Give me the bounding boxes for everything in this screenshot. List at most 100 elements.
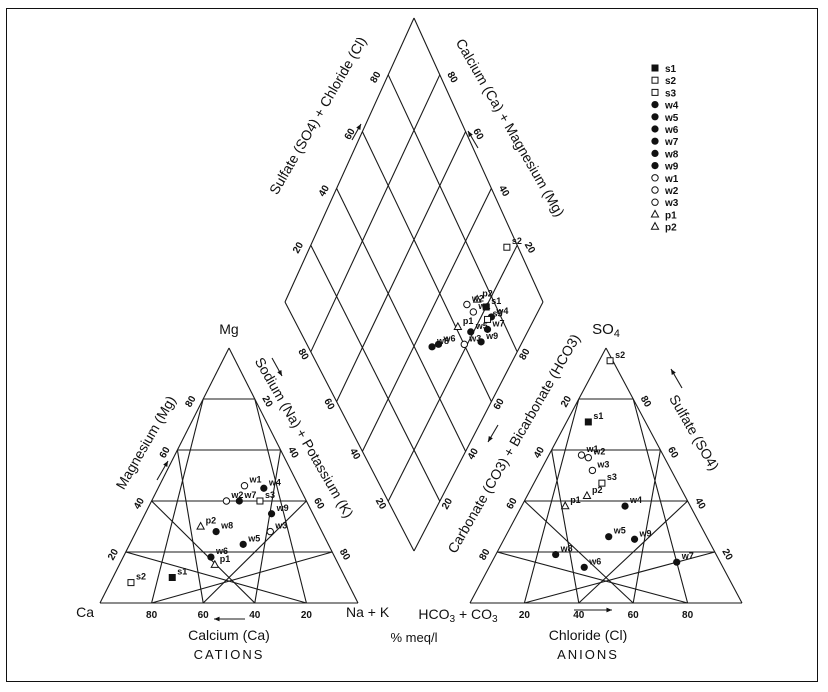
cation-right-label: Na + K: [346, 604, 390, 620]
diamond-point-w1: [469, 308, 478, 316]
anion-left-tick: 80: [477, 547, 492, 563]
diamond-point-w7: [483, 325, 492, 333]
anion-point-label-w7: w7: [681, 551, 694, 561]
anion-point-label-w9: w9: [639, 528, 652, 538]
anion-right-tick: 60: [665, 445, 680, 461]
anion-triangle-right-edge: [605, 347, 743, 604]
legend-marker-w6: [651, 125, 659, 133]
anion-point-w9: [630, 535, 639, 543]
diamond-point-label-s2: s2: [512, 236, 522, 246]
legend-marker-w2: [651, 186, 659, 194]
anion-point-label-w1: w1: [586, 444, 599, 454]
diamond-lower-right-tick: 20: [440, 496, 455, 512]
diamond-point-label-w3: w3: [468, 333, 481, 343]
cation-right-tick: 80: [337, 547, 352, 563]
anion-point-s3: [598, 479, 606, 487]
units-label: % meq/l: [391, 630, 438, 645]
diamond-point-w9: [477, 338, 485, 346]
legend-marker-p2: [650, 221, 660, 230]
legend-label-w8: w8: [664, 149, 679, 160]
diamond-grid-a-3: [361, 131, 492, 402]
cation-triangle-grid-b-1: [151, 551, 333, 604]
diamond-point-s3: [484, 315, 492, 323]
anion-axis-label: Chloride (Cl): [549, 627, 628, 643]
anion-left-tick: 20: [559, 394, 574, 410]
anions-label: ANIONS: [557, 647, 619, 662]
diamond-grid-b-3: [336, 131, 467, 402]
diamond-lower-left-tick: 80: [295, 347, 310, 363]
cation-right-tick: 40: [285, 445, 300, 461]
anion-point-w2: [584, 453, 593, 462]
chloride-direction-arrow-head: [606, 607, 612, 613]
legend-marker-p1: [650, 209, 660, 218]
diamond-point-label-w7: w7: [492, 318, 505, 328]
cation-point-w5: [239, 540, 247, 548]
cation-triangle-grid-b-4: [254, 398, 307, 604]
legend-label-w2: w2: [664, 186, 679, 197]
anion-right-tick: 80: [638, 394, 653, 410]
cation-axis-label: Calcium (Ca): [188, 627, 270, 643]
cation-point-label-w4: w4: [268, 477, 281, 487]
anion-point-w7: [673, 558, 681, 566]
magnesium-direction-arrow-head: [163, 461, 168, 467]
cation-triangle-grid-b-3: [254, 449, 282, 604]
cation-point-s1: [168, 574, 176, 581]
diamond-point-label-w8: w8: [436, 336, 449, 346]
anion-right-tick: 20: [719, 547, 734, 563]
cation-top-label: Mg: [219, 321, 238, 337]
diamond-point-label-w6: w6: [443, 333, 456, 343]
legend-marker-w8: [651, 149, 659, 157]
diamond-point-p1: [453, 321, 463, 330]
cation-base-tick: 20: [301, 610, 313, 621]
diamond-upper-left-tick: 80: [368, 70, 383, 86]
diamond-grid-b-4: [310, 74, 441, 353]
diamond-upper-left-label: Sulfate (SO4) + Chloride (Cl): [266, 34, 370, 197]
anion-triangle-grid-a-3: [524, 500, 634, 604]
cation-point-label-s2: s2: [136, 572, 146, 582]
anion-left-label: HCO3 + CO3: [418, 606, 498, 625]
cation-point-s2: [127, 579, 135, 587]
cation-point-label-w2: w2: [230, 490, 243, 500]
anion-point-label-w6: w6: [588, 556, 601, 566]
legend-marker-w9: [651, 162, 659, 170]
anion-point-p2: [582, 490, 592, 499]
cation-triangle-grid-a-2: [176, 449, 204, 604]
cation-left-tick: 60: [158, 445, 173, 461]
diamond-grid-a-4: [387, 74, 518, 353]
diamond-point-label-p2: p2: [482, 289, 493, 299]
anion-triangle-grid-b-3: [632, 449, 661, 604]
anion-point-label-s3: s3: [607, 472, 617, 482]
diamond-lower-left-tick: 20: [373, 496, 388, 512]
cation-point-label-w1: w1: [248, 475, 261, 485]
diamond-point-label-w2: w2: [471, 293, 484, 303]
cation-point-label-w7: w7: [243, 490, 256, 500]
anion-triangle-grid-a-4: [497, 551, 688, 604]
diamond-upper-right-tick: 40: [496, 184, 511, 200]
legend-marker-w5: [651, 113, 659, 121]
cation-point-label-w8: w8: [220, 521, 233, 531]
cation-point-w7: [235, 497, 243, 505]
anion-point-label-w4: w4: [629, 495, 642, 505]
sulfate-side-label: Sulfate (SO4): [666, 392, 722, 473]
anion-triangle-grid-b-4: [632, 398, 689, 604]
cation-point-label-s3: s3: [265, 490, 275, 500]
anion-point-label-w8: w8: [560, 544, 573, 554]
diamond-grid-b-2: [361, 188, 492, 452]
cation-left-tick: 40: [132, 496, 147, 512]
carbonate-direction-arrow-head: [488, 436, 493, 442]
anion-point-w5: [605, 533, 613, 541]
diamond-point-label-w1: w1: [477, 301, 490, 311]
anion-point-label-w5: w5: [613, 526, 626, 536]
anion-point-label-p2: p2: [592, 485, 603, 495]
anion-point-s1: [584, 418, 592, 426]
cation-point-label-w6: w6: [215, 546, 228, 556]
anion-point-w3: [588, 466, 597, 475]
anion-top-label: SO4: [592, 321, 620, 340]
cation-point-label-w5: w5: [247, 533, 260, 543]
diamond-point-s1: [482, 303, 490, 311]
diamond-lower-left-tick: 40: [347, 447, 362, 463]
diamond-point-p2: [472, 294, 482, 303]
anion-triangle-grid-b-2: [578, 500, 688, 604]
diamond-upper-left-tick: 40: [317, 183, 332, 199]
cation-base-tick: 60: [198, 610, 210, 621]
